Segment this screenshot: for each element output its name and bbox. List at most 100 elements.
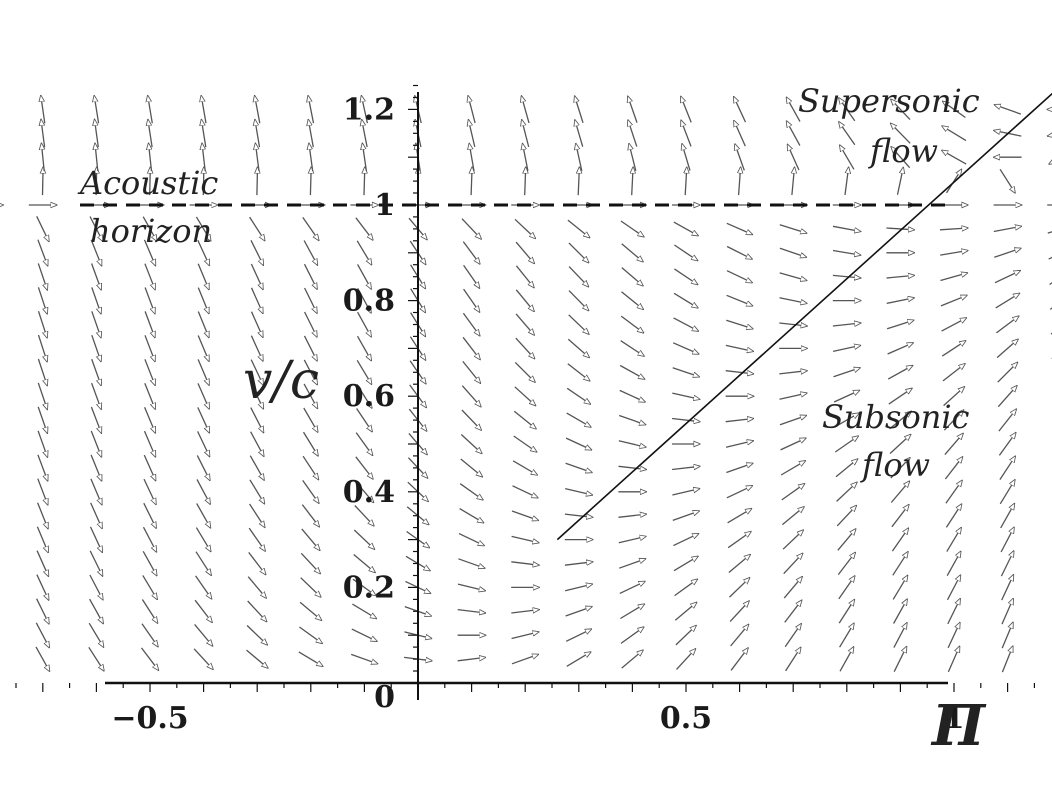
field-arrow xyxy=(947,623,960,649)
field-arrow xyxy=(247,576,266,598)
field-arrow xyxy=(782,530,803,550)
field-arrow xyxy=(197,359,209,385)
field-arrow xyxy=(566,412,591,427)
field-arrow xyxy=(787,121,801,146)
field-arrow xyxy=(197,287,209,314)
field-arrow xyxy=(564,514,593,517)
field-arrow xyxy=(512,485,538,498)
field-arrow xyxy=(943,101,966,119)
field-arrow xyxy=(676,649,696,670)
field-arrow xyxy=(565,462,592,472)
field-arrow xyxy=(35,622,49,648)
field-arrow xyxy=(1000,551,1013,577)
field-arrow xyxy=(458,558,484,568)
field-arrow xyxy=(674,268,697,285)
field-arrow xyxy=(891,528,908,552)
field-arrow xyxy=(249,216,265,241)
field-arrow xyxy=(891,99,911,121)
field-arrow xyxy=(682,144,691,171)
field-arrow xyxy=(142,216,157,241)
field-arrow xyxy=(309,143,314,172)
annotation-acoustic-line1: Acoustic xyxy=(77,164,218,202)
field-arrow xyxy=(629,144,637,171)
field-arrow xyxy=(36,216,49,241)
field-arrow xyxy=(891,147,911,169)
field-arrow xyxy=(576,144,583,172)
field-arrow xyxy=(304,287,317,313)
field-arrow xyxy=(88,646,104,671)
field-arrow xyxy=(674,244,697,261)
field-arrow xyxy=(889,411,912,430)
field-arrow xyxy=(462,360,481,383)
field-arrow xyxy=(620,315,643,333)
y-tick-label: 0.4 xyxy=(343,475,395,510)
field-arrow xyxy=(511,610,539,613)
field-arrow xyxy=(37,263,47,290)
field-arrow xyxy=(672,392,699,399)
field-arrow xyxy=(303,335,318,361)
field-arrow xyxy=(780,438,806,451)
field-arrow xyxy=(246,625,267,645)
field-arrow xyxy=(832,225,861,231)
field-arrow xyxy=(459,483,483,500)
field-arrow xyxy=(361,96,369,124)
field-arrow xyxy=(618,536,646,544)
field-arrow xyxy=(149,143,152,172)
field-arrow xyxy=(515,337,535,359)
field-arrow xyxy=(355,456,373,479)
field-arrow xyxy=(892,575,907,600)
field-arrow xyxy=(672,489,699,496)
field-arrow xyxy=(91,287,101,313)
field-arrow xyxy=(249,479,265,504)
field-arrow xyxy=(1048,131,1052,137)
field-arrow xyxy=(140,647,159,670)
field-arrow xyxy=(730,648,748,671)
field-arrow xyxy=(999,456,1015,480)
field-arrow xyxy=(779,272,807,281)
field-arrow xyxy=(356,335,372,360)
field-arrow xyxy=(832,275,861,278)
field-arrow xyxy=(141,623,158,647)
field-arrow xyxy=(726,222,753,234)
y-tick-label: 0.2 xyxy=(343,570,395,605)
field-arrow xyxy=(41,96,46,124)
annotation-subsonic-line2: flow xyxy=(860,446,930,484)
field-arrow xyxy=(832,323,861,326)
field-arrow xyxy=(575,120,584,147)
field-arrow xyxy=(946,551,961,577)
field-arrow xyxy=(144,359,155,385)
field-arrow xyxy=(681,120,692,147)
field-arrow xyxy=(619,364,644,380)
field-arrow xyxy=(730,624,749,647)
field-arrow xyxy=(726,463,752,474)
field-arrow xyxy=(567,338,589,357)
field-arrow xyxy=(353,529,374,549)
field-arrow xyxy=(993,226,1022,233)
field-arrow xyxy=(255,143,259,172)
field-arrow xyxy=(886,275,915,278)
field-arrow xyxy=(36,550,48,577)
field-arrow xyxy=(887,366,912,380)
field-arrow xyxy=(513,410,536,429)
field-arrow xyxy=(838,576,855,600)
field-arrow xyxy=(250,383,263,409)
field-arrow xyxy=(195,527,210,552)
field-arrow xyxy=(786,97,801,122)
field-arrow xyxy=(685,167,687,196)
field-arrow xyxy=(618,514,647,517)
field-arrow xyxy=(459,508,484,523)
field-arrow xyxy=(303,383,317,409)
field-arrow xyxy=(886,228,914,230)
field-arrow xyxy=(195,551,211,576)
field-arrow xyxy=(996,316,1018,334)
field-arrow xyxy=(621,291,644,310)
field-arrow xyxy=(942,364,965,382)
field-arrow xyxy=(726,319,753,329)
field-arrow xyxy=(511,510,538,520)
field-arrow xyxy=(628,96,638,123)
field-arrow xyxy=(250,287,263,314)
field-arrow xyxy=(514,361,535,382)
field-arrow xyxy=(197,383,209,409)
field-arrow xyxy=(1000,504,1015,529)
field-arrow xyxy=(356,240,371,265)
